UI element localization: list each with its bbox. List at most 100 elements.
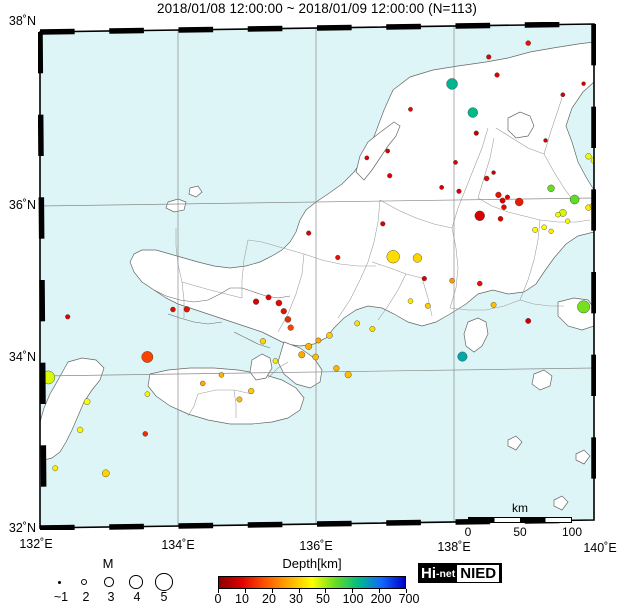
mag-label-5: 5 bbox=[149, 590, 179, 604]
map-clip bbox=[38, 22, 596, 530]
epicenter-marker bbox=[266, 295, 271, 300]
epicenter-marker bbox=[515, 198, 523, 206]
scale-tick-100: 100 bbox=[552, 525, 592, 539]
scale-unit-label: km bbox=[468, 501, 572, 515]
epicenter-marker bbox=[365, 156, 369, 160]
epicenter-marker bbox=[313, 354, 319, 360]
magnitude-legend-circle-5 bbox=[155, 573, 173, 591]
scale-tick-50: 50 bbox=[500, 525, 540, 539]
epicenter-marker bbox=[475, 211, 485, 221]
magnitude-legend: M ~1 2 3 4 5 bbox=[38, 558, 178, 604]
epicenter-marker bbox=[555, 212, 560, 217]
epicenter-marker bbox=[492, 171, 496, 175]
depth-legend-title: Depth[km] bbox=[212, 556, 412, 571]
epicenter-marker bbox=[484, 176, 489, 181]
magnitude-legend-circle-2 bbox=[81, 579, 87, 585]
epicenter-marker bbox=[219, 372, 224, 377]
epicenter-marker bbox=[170, 307, 175, 312]
depth-legend: Depth[km] 0 10 20 30 50 100 200 700 bbox=[212, 556, 412, 604]
epicenter-marker bbox=[288, 325, 294, 331]
epicenter-marker bbox=[237, 397, 242, 402]
lon-label-136e: 136˚E bbox=[288, 539, 344, 553]
epicenter-marker bbox=[253, 299, 259, 305]
lat-label-38n: 38˚N bbox=[0, 14, 36, 28]
epicenter-marker bbox=[413, 254, 422, 263]
epicenter-marker bbox=[453, 160, 457, 164]
epicenter-marker bbox=[102, 470, 109, 477]
epicenter-marker bbox=[526, 318, 531, 323]
epicenter-marker bbox=[299, 352, 306, 359]
epicenter-marker bbox=[570, 195, 579, 204]
epicenter-marker bbox=[526, 41, 531, 46]
epicenter-marker bbox=[542, 225, 547, 230]
depth-label-50: 50 bbox=[306, 592, 340, 606]
epicenter-marker bbox=[532, 227, 537, 232]
logo-hi-text: Hi bbox=[421, 566, 436, 581]
seismicity-map bbox=[38, 22, 596, 530]
epicenter-marker bbox=[408, 299, 413, 304]
epicenter-marker bbox=[386, 149, 390, 153]
epicenter-marker bbox=[447, 78, 458, 89]
epicenter-marker bbox=[505, 195, 510, 200]
epicenter-marker bbox=[184, 306, 190, 312]
epicenter-marker bbox=[477, 281, 482, 286]
epicenter-marker bbox=[334, 365, 340, 371]
epicenter-marker bbox=[143, 431, 148, 436]
epicenter-marker bbox=[457, 189, 462, 194]
lon-label-132e: 132˚E bbox=[8, 537, 64, 551]
epicenter-marker bbox=[387, 173, 392, 178]
epicenter-marker bbox=[549, 229, 554, 234]
epicenter-marker bbox=[53, 466, 58, 471]
map-plot-area[interactable]: km 0 50 100 bbox=[38, 22, 596, 530]
epicenter-marker bbox=[380, 221, 385, 226]
magnitude-legend-circle-4 bbox=[129, 575, 143, 589]
epicenter-marker bbox=[495, 73, 500, 78]
epicenter-marker bbox=[468, 108, 478, 118]
epicenter-marker bbox=[561, 93, 565, 97]
depth-colorbar bbox=[218, 576, 406, 589]
epicenter-marker bbox=[84, 399, 90, 405]
scale-tick-labels: 0 50 100 bbox=[448, 525, 592, 539]
epicenter-marker bbox=[285, 316, 291, 322]
epicenter-marker bbox=[145, 392, 150, 397]
magnitude-legend-title: M bbox=[38, 556, 178, 571]
epicenter-marker bbox=[65, 314, 70, 319]
scale-bar-graphic bbox=[468, 517, 572, 523]
epicenter-marker bbox=[582, 82, 586, 86]
hinet-nied-logo: Hi -net NIED bbox=[418, 563, 502, 583]
depth-colorbar-wrap bbox=[218, 576, 406, 589]
epicenter-marker bbox=[142, 351, 153, 362]
logo-nied-text: NIED bbox=[457, 565, 499, 582]
epicenter-marker bbox=[491, 302, 496, 307]
epicenter-marker bbox=[273, 358, 278, 363]
epicenter-marker bbox=[425, 303, 430, 308]
magnitude-legend-labels: ~1 2 3 4 5 bbox=[38, 590, 178, 606]
epicenter-marker bbox=[408, 107, 412, 111]
lon-label-140e: 140˚E bbox=[572, 541, 628, 555]
epicenter-marker bbox=[77, 427, 83, 433]
epicenter-marker bbox=[305, 343, 312, 350]
lat-label-36n: 36˚N bbox=[0, 198, 36, 212]
mag-label-4: 4 bbox=[122, 590, 152, 604]
logo-net-text: -net bbox=[436, 569, 455, 580]
epicenter-marker bbox=[316, 338, 321, 343]
epicenter-marker bbox=[577, 301, 589, 313]
page-title: 2018/01/08 12:00:00 ~ 2018/01/09 12:00:0… bbox=[0, 1, 634, 16]
depth-label-700: 700 bbox=[392, 592, 426, 606]
lon-label-134e: 134˚E bbox=[150, 538, 206, 552]
epicenter-marker bbox=[354, 321, 359, 326]
epicenter-marker bbox=[486, 55, 491, 60]
lat-label-34n: 34˚N bbox=[0, 350, 36, 364]
epicenter-marker bbox=[565, 219, 570, 224]
epicenter-marker bbox=[474, 131, 479, 136]
epicenter-marker bbox=[440, 185, 444, 189]
epicenter-marker bbox=[586, 153, 592, 159]
epicenter-marker bbox=[496, 192, 502, 198]
epicenter-marker bbox=[335, 255, 340, 260]
magnitude-legend-circle-~1 bbox=[58, 581, 61, 584]
epicenter-marker bbox=[260, 338, 266, 344]
epicenter-marker bbox=[544, 138, 548, 142]
magnitude-legend-circle-3 bbox=[104, 577, 114, 587]
epicenter-marker bbox=[370, 326, 375, 331]
epicenter-marker bbox=[200, 381, 205, 386]
